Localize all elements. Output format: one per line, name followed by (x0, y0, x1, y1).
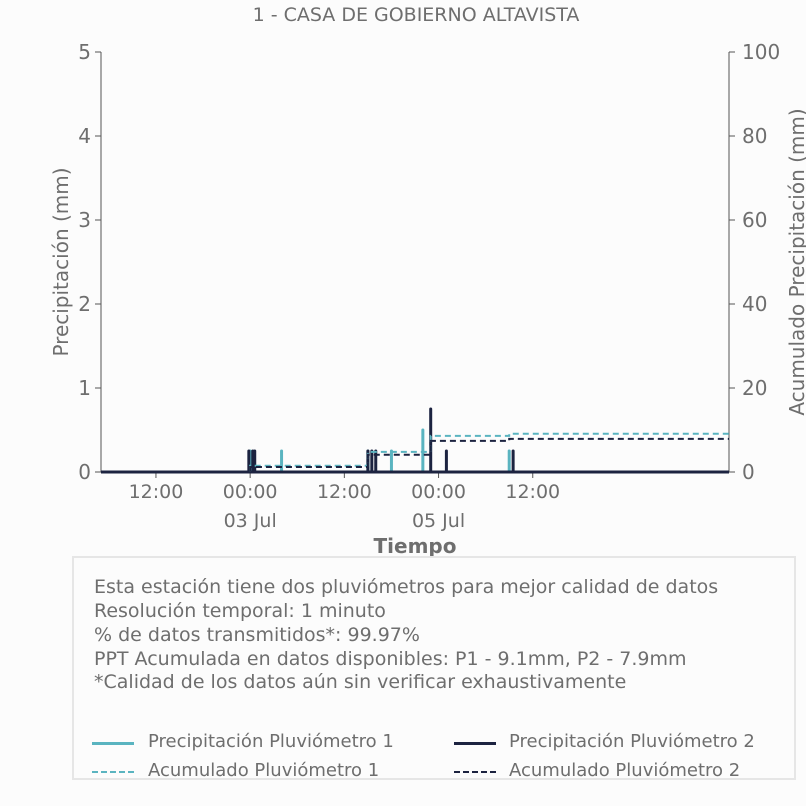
precipitation-chart: 1 - CASA DE GOBIERNO ALTAVISTA 0 1 2 3 4 5 0 20… (49, 4, 806, 556)
y-tick-label: 3 (78, 208, 91, 232)
legend-label-acc2: Acumulado Pluviómetro 2 (509, 760, 741, 781)
y2-tick-label: 60 (742, 208, 767, 232)
x-tick-label: 12:00 (505, 481, 560, 503)
series-2-accumulated-line (101, 432, 729, 473)
y-tick-label: 4 (78, 124, 91, 148)
legend-swatch-acc2 (454, 771, 496, 773)
x-tick-sublabel: 03 Jul (224, 510, 277, 532)
y2-tick-label: 40 (742, 292, 767, 316)
y2-tick-label: 80 (742, 124, 767, 148)
legend-swatch-p1 (92, 742, 134, 745)
x-tick-sublabel: 05 Jul (412, 510, 465, 532)
legend-label-acc1: Acumulado Pluviómetro 1 (148, 760, 380, 781)
info-line-stations: Esta estación tiene dos pluviómetros par… (94, 576, 719, 598)
x-tick-label: 12:00 (129, 481, 184, 503)
x-tick-label: 12:00 (317, 481, 372, 503)
info-legend-box: Esta estación tiene dos pluviómetros par… (72, 556, 796, 781)
info-line-transmitted: % de datos transmitidos*: 99.97% (94, 624, 420, 646)
y2-tick-label: 20 (742, 376, 767, 400)
y-tick-label: 2 (78, 292, 91, 316)
info-line-resolution: Resolución temporal: 1 minuto (94, 600, 386, 622)
legend-swatch-p2 (454, 742, 496, 745)
legend-label-p1: Precipitación Pluviómetro 1 (148, 731, 394, 752)
y-tick-label: 0 (78, 460, 91, 484)
series-3-accumulated-line (101, 437, 729, 473)
chart-title: 1 - CASA DE GOBIERNO ALTAVISTA (253, 4, 580, 26)
y-axis-label: Precipitación (mm) (49, 167, 73, 356)
info-line-quality-note: *Calidad de los datos aún sin verificar … (94, 671, 627, 693)
legend-swatch-acc1 (92, 771, 134, 773)
y2-tick-label: 100 (742, 40, 780, 64)
y-tick-label: 5 (78, 40, 91, 64)
y2-tick-label: 0 (742, 460, 755, 484)
legend-label-p2: Precipitación Pluviómetro 2 (509, 731, 755, 752)
info-line-accumulated: PPT Acumulada en datos disponibles: P1 -… (94, 648, 687, 670)
y2-axis-label: Acumulado Precipitación (mm) (785, 108, 806, 415)
x-axis-label: Tiempo (374, 534, 457, 556)
x-tick-label: 00:00 (411, 481, 466, 503)
y-tick-label: 1 (78, 376, 91, 400)
x-tick-label: 00:00 (223, 481, 278, 503)
